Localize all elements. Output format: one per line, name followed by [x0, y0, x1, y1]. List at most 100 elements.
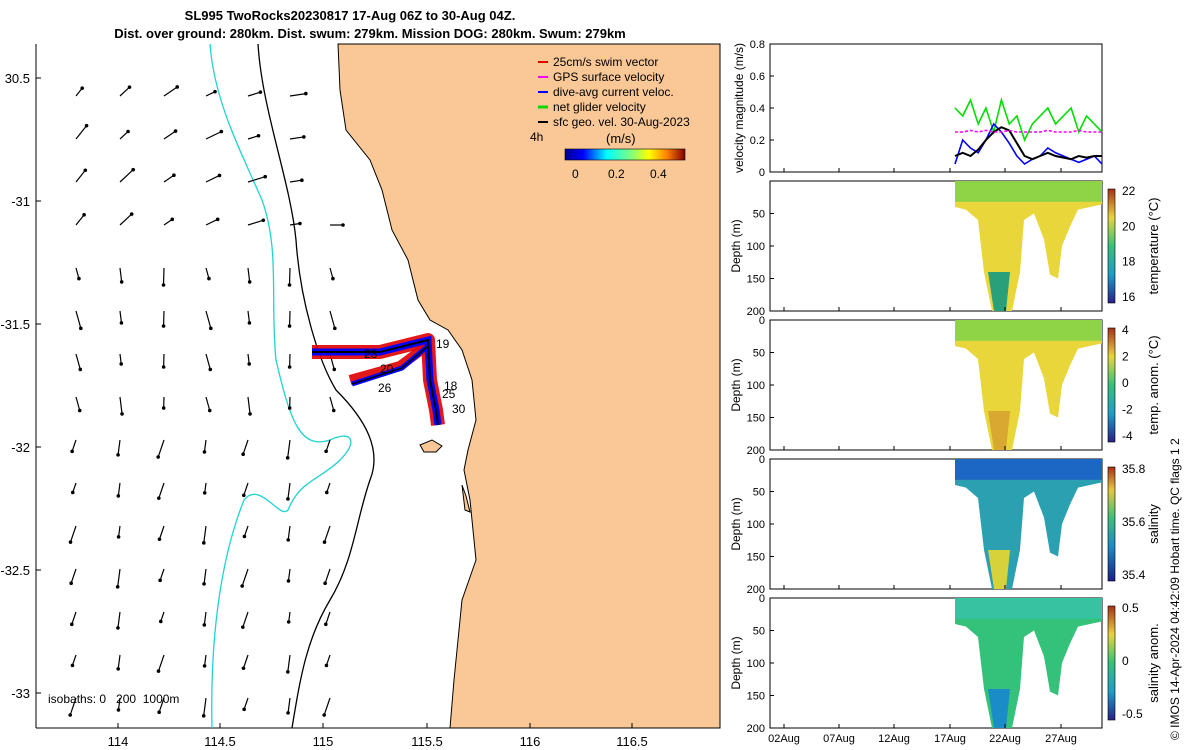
- velocity-vector-head: [70, 663, 75, 668]
- profile-panels: 0 0.2 0.4 0.6 0.8 velocity magnitude (m/s) 50 1…: [729, 39, 1161, 745]
- velocity-vector-head: [287, 365, 292, 369]
- velocity-vector-head: [156, 455, 160, 459]
- map-y-tick-label: -31: [11, 194, 30, 209]
- island: [419, 439, 443, 453]
- section-colorbar: [1107, 605, 1116, 721]
- velocity-vector: [205, 218, 218, 226]
- velocity-vector-head: [68, 540, 73, 544]
- velocity-vector: [75, 214, 85, 226]
- velocity-vector: [247, 135, 259, 140]
- velocity-vector-head: [202, 491, 207, 495]
- track-label: 23: [364, 347, 378, 361]
- velocity-vector-head: [79, 326, 83, 331]
- velocity-vector: [71, 654, 77, 666]
- velocity-vector-head: [331, 408, 336, 413]
- velocity-vector: [287, 654, 291, 672]
- velocity-vector: [69, 525, 77, 543]
- velocity-vector-head: [157, 537, 162, 542]
- velocity-vector-head: [286, 711, 290, 715]
- velocity-vector-head: [131, 167, 135, 172]
- velocity-vector-head: [157, 496, 161, 500]
- y-tick-label: 50: [753, 626, 765, 638]
- depth-axis-label: Depth (m): [729, 497, 743, 550]
- velocity-vector: [117, 654, 121, 669]
- depth-axis-label: Depth (m): [729, 358, 743, 411]
- velocity-vector-head: [158, 578, 162, 583]
- velocity-vector-head: [341, 223, 345, 227]
- velocity-vector: [203, 439, 207, 452]
- section-colorbar: [1107, 327, 1116, 443]
- velocity-vector-head: [241, 666, 246, 671]
- x-tick-label: 02Aug: [768, 733, 800, 745]
- velocity-vector: [287, 568, 291, 581]
- colorbar-unit: (m/s): [606, 131, 636, 146]
- velocity-vector: [119, 131, 129, 140]
- velocity-vector-head: [161, 324, 166, 328]
- velocity-vector-head: [161, 365, 166, 369]
- velocity-vector-head: [332, 367, 337, 372]
- map-x-tick-label: 116: [520, 734, 541, 749]
- velocity-vector-head: [207, 408, 212, 413]
- y-tick-label: 150: [747, 413, 765, 425]
- isobaths-label: isobaths: 0 200 1000m: [48, 692, 179, 706]
- velocity-vector: [205, 267, 210, 279]
- x-tick-label: 17Aug: [934, 733, 966, 745]
- y-tick-label: 50: [753, 487, 765, 499]
- colorbar-tick-label: 35.4: [1122, 568, 1146, 582]
- colorbar-tick: 0: [572, 167, 579, 181]
- colorbar-tick-label: 0.5: [1122, 601, 1139, 615]
- track-label: 18: [444, 379, 458, 393]
- y-tick-label: 0.2: [750, 135, 765, 147]
- velocity-vector-head: [286, 497, 290, 501]
- section-deep: [988, 550, 1010, 589]
- velocity-vector: [329, 310, 336, 329]
- colorbar-tick-label: 22: [1122, 184, 1136, 198]
- velocity-vector-head: [286, 538, 290, 542]
- map-y-tick-label: -32.5: [0, 563, 30, 578]
- velocity-vector-head: [258, 90, 263, 94]
- y-tick-label: 0.4: [750, 103, 765, 115]
- map-x-tick-label: 116.5: [616, 734, 648, 749]
- velocity-vector-head: [70, 449, 74, 454]
- chart-subtitle: Dist. over ground: 280km. Dist. swum: 27…: [114, 26, 626, 41]
- velocity-vector-head: [207, 276, 211, 281]
- depth-axis-label: Depth (m): [729, 636, 743, 689]
- velocity-vector-head: [119, 362, 124, 366]
- velocity-vector: [163, 86, 178, 97]
- velocity-vector-head: [248, 412, 252, 416]
- section-surface: [955, 459, 1102, 480]
- map-x-tick-label: 115.5: [411, 734, 443, 749]
- y-tick-label: 50: [753, 348, 765, 360]
- colorbar-tick-label: -4: [1122, 429, 1133, 443]
- velocity-vector-head: [298, 221, 302, 226]
- velocity-vector-head: [70, 490, 75, 495]
- y-tick-label: 100: [747, 658, 765, 670]
- velocity-vector: [117, 439, 121, 455]
- velocity-vector: [205, 396, 211, 411]
- velocity-vector: [117, 568, 121, 587]
- velocity-vector-head: [302, 135, 306, 139]
- velocity-vector: [287, 525, 291, 540]
- velocity-vector-head: [322, 713, 326, 717]
- velocity-vector-field: [68, 85, 345, 718]
- velocity-vector-head: [263, 174, 267, 179]
- velocity-vector-head: [209, 326, 213, 331]
- velocity-vector-head: [127, 85, 132, 89]
- velocity-vector: [325, 611, 331, 625]
- section-colorbar: [1107, 188, 1116, 304]
- velocity-vector: [289, 136, 304, 140]
- x-tick-label: 07Aug: [823, 733, 855, 745]
- section-surface: [955, 320, 1102, 341]
- y-tick-label: 200: [747, 584, 765, 596]
- velocity-vector-head: [219, 129, 224, 134]
- time-tag: 4h: [530, 130, 543, 144]
- velocity-vector-head: [116, 453, 120, 457]
- section-surface: [955, 598, 1102, 619]
- velocity-vector: [243, 525, 249, 537]
- velocity-vector: [325, 654, 331, 666]
- velocity-vector-head: [242, 707, 246, 712]
- velocity-vector-head: [333, 326, 337, 331]
- velocity-vector-head: [323, 622, 328, 627]
- velocity-vector-head: [213, 89, 217, 94]
- velocity-vector: [242, 611, 249, 628]
